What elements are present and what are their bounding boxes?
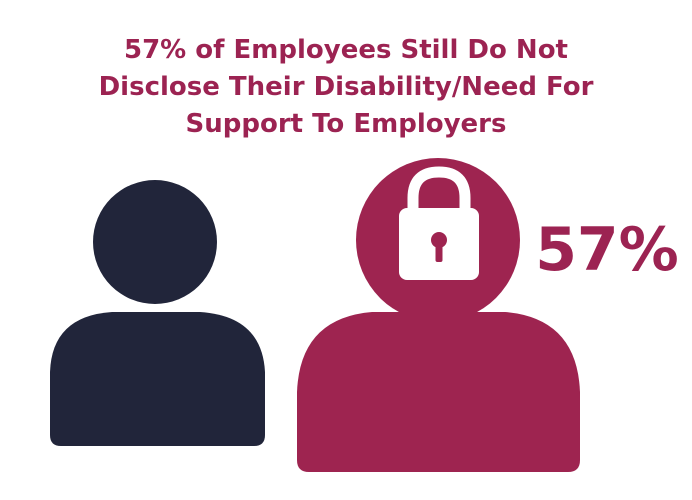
title-line: Support To Employers <box>186 109 507 139</box>
title-line: 57% of Employees Still Do Not <box>124 35 568 65</box>
person-head <box>93 180 217 304</box>
person-body <box>50 312 265 446</box>
lock-icon <box>399 166 479 280</box>
title-line: Disclose Their Disability/Need For <box>99 72 594 102</box>
stat-value: 57% <box>535 215 679 285</box>
person-body <box>297 312 580 472</box>
